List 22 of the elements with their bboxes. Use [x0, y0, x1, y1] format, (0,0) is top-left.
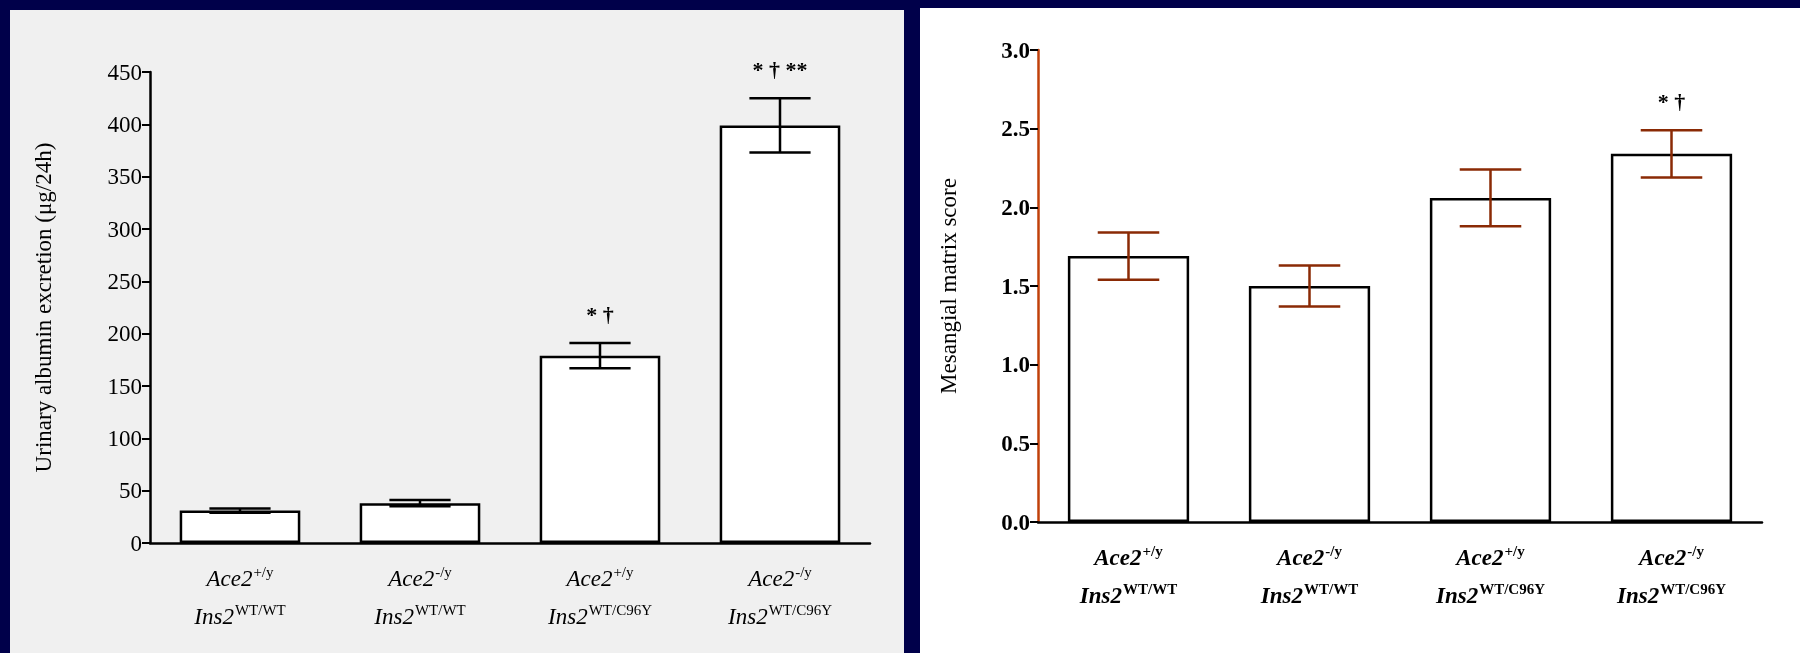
y-tick-label: 450	[107, 59, 142, 85]
annotation: * †	[1657, 88, 1686, 114]
y-tick-label: 300	[107, 216, 142, 242]
y-tick-label: 400	[107, 111, 142, 137]
y-tick-label: 1.5	[1001, 273, 1030, 299]
annotation: * †	[586, 301, 614, 327]
y-axis-title: Urinary albumin excretion (μg/24h)	[31, 142, 56, 473]
y-tick-label: 250	[107, 268, 142, 294]
y-tick-label: 3.0	[1001, 37, 1030, 63]
y-tick-label: 200	[107, 321, 142, 347]
y-tick-label: 150	[107, 373, 142, 399]
y-tick-label: 0.0	[1001, 509, 1030, 535]
y-tick-label: 350	[107, 164, 142, 190]
annotation: * † **	[752, 56, 808, 82]
y-tick-label: 0	[130, 530, 142, 556]
y-tick-label: 50	[119, 478, 142, 504]
y-tick-label: 2.5	[1001, 116, 1030, 142]
y-axis-title: Mesangial matrix score	[936, 178, 961, 394]
y-tick-label: 100	[107, 425, 142, 451]
y-tick-label: 1.0	[1001, 352, 1030, 378]
y-tick-label: 2.0	[1001, 194, 1030, 220]
y-tick-label: 0.5	[1001, 430, 1030, 456]
